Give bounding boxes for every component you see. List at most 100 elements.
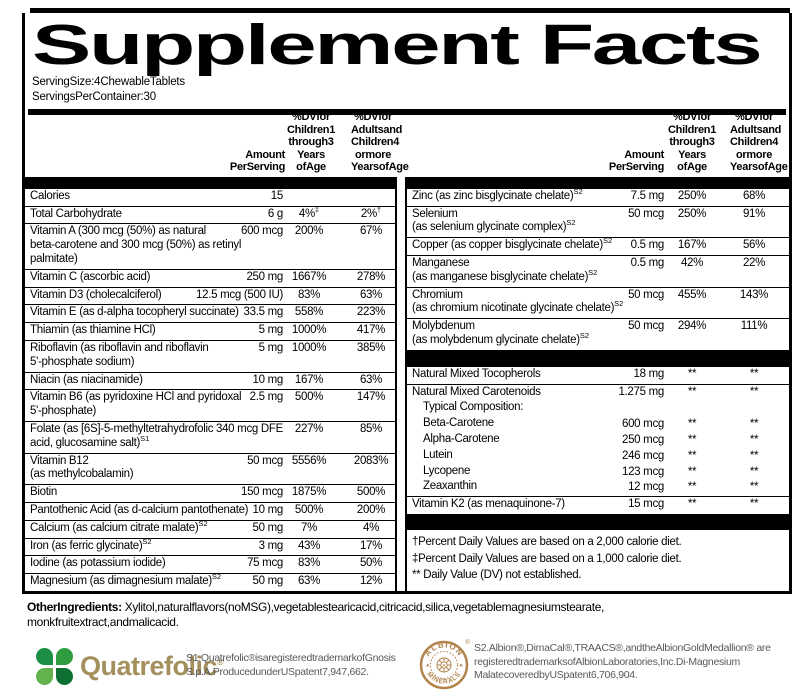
facts-table-left: Amount PerServing %DVfor Children1 through3… [25,111,409,591]
dv-children-cell: 250% [677,207,707,220]
nutrient-name: Pantothenic Acid (as d-calcium pantothen… [30,504,249,517]
nutrient-name: Chromium (as chromium nicotinate glycinat… [412,288,624,315]
dv-adults-cell: 143% [739,288,769,301]
amount-cell: 10 mg [252,504,284,517]
dv-adults-cell: 12% [359,575,383,588]
table-row: Vitamin B12 (as methylcobalamin) 50 mcg 555… [25,452,395,485]
nutrient-name: Riboflavin (as riboflavin and riboflavin… [30,342,209,368]
dv-children-cell: 227% [294,423,324,436]
clover-leaf [56,668,73,685]
nutrient-rows: Calories 15 Total Carbohydrate 6 g 4%‡ 2%† Vit… [25,187,395,591]
dv-adults-cell: ** [749,418,759,431]
nutrient-name: Zinc (as zinc bisglycinate chelate)S2 [412,187,583,202]
amount-cell: 246 mcg [621,449,664,462]
dv-adults-cell: 223% [356,306,386,319]
amount-cell: 0.5 mg [630,239,665,252]
clover-leaf [56,648,73,665]
nutrient-name: Vitamin B6 (as pyridoxine HCl and pyrido… [30,391,242,418]
dv-children-cell: 7% [300,521,318,534]
amount-per-serving-header: Amount PerServing [229,148,285,174]
quatrefolic-trademark-note: S1.Quatrefolic®isaregisteredtrademarkofG… [186,652,396,678]
dv-adults-header: %DVfor Adultsand Children4 ormore YearsofAge [351,111,409,174]
dv-children-cell: ** [687,418,697,431]
table-row: Vitamin A (300 mcg (50%) as natural beta-… [25,223,395,268]
nutrient-name: Selenium (as selenium glycinate complex)S… [412,207,576,234]
dv-children-cell: 43% [297,539,321,552]
dv-children-cell: ** [687,498,697,511]
dv-children-cell: 42% [680,257,704,270]
amount-cell: 75 mcg [247,557,283,570]
nutrient-name: Folate (as [6S]-5-methyltetrahydrofolic a… [30,423,214,449]
amount-cell: 250 mcg [621,434,664,447]
column-headers: Amount PerServing %DVfor Children1 through3… [25,111,409,177]
table-row: Vitamin B6 (as pyridoxine HCl and pyrido… [25,389,395,421]
table-row: Selenium (as selenium glycinate complex)S… [407,205,789,238]
section-divider-bar [407,514,789,531]
registered-mark: ® [217,657,224,667]
dv-adults-cell: 111% [740,320,768,333]
dv-adults-cell: 417% [356,324,386,337]
albion-minerals-logo: ALBION MINERALS A ✦ ✦ ® [419,636,473,695]
amount-cell: 5 mg [258,342,284,355]
dv-adults-cell: 22% [742,257,766,270]
albion-arc-top-text: ALBION [423,640,464,658]
dv-adults-cell: 385% [356,342,386,355]
nutrient-name: Natural Mixed Tocopherols [412,367,541,380]
table-row: Biotin 150 mcg 1875% 500% [25,484,395,502]
dv-children-cell: 558% [294,306,324,319]
dv-adults-cell: 147% [356,391,386,404]
table-row: Vitamin D3 (cholecalciferol) 12.5 mcg (50… [25,286,395,305]
nutrient-name: Beta-Carotene [423,417,494,430]
table-row: Copper (as copper bisglycinate chelate)S… [407,237,789,255]
dv-children-cell: 1000% [291,324,327,337]
table-row: Magnesium (as dimagnesium malate)S2 50 mg… [25,573,395,591]
table-row: Pantothenic Acid (as d-calcium pantothen… [25,502,395,520]
dv-adults-cell: 67% [359,225,383,238]
dv-adults-cell: 2083% [353,454,389,467]
dv-children-cell: 83% [297,288,321,301]
other-ingredients: OtherIngredients: Xylitol,naturalflavors… [27,600,783,629]
albion-star-left: ✦ [425,663,430,670]
dv-children-cell: 167% [677,239,707,252]
table-row: Total Carbohydrate 6 g 4%‡ 2%† [25,206,395,224]
albion-star-right: ✦ [459,663,464,670]
amount-cell: 7.5 mg [630,189,665,202]
dv-adults-cell: ** [749,367,759,380]
dv-children-header: %DVfor Children1 through3 Years ofAge [668,111,717,174]
table-row: Beta-Carotene 600 mcg ** ** [407,417,789,433]
amount-cell: 50 mg [252,575,284,588]
table-row: Typical Composition: [407,401,789,417]
source-footnote-marker: S2 [211,572,222,582]
albion-medallion-icon: ALBION MINERALS A ✦ ✦ ® [419,638,470,690]
nutrient-name: Calories [30,189,70,202]
nutrient-name: Vitamin K2 (as menaquinone-7) [412,498,565,511]
table-row: Lycopene 123 mcg ** ** [407,465,789,481]
source-footnote-marker: S1 [140,434,150,443]
dv-children-cell: 5556% [291,454,327,467]
amount-cell: 12.5 mcg (500 IU) [196,288,283,301]
nutrient-name: Biotin [30,486,57,499]
table-row: Thiamin (as thiamine HCl) 5 mg 1000% 417% [25,322,395,340]
amount-cell: 50 mcg [247,454,283,467]
source-footnote-marker: S2 [142,536,152,546]
dv-children-cell: 1000% [291,342,327,355]
amount-cell: 18 mg [633,367,665,380]
dv-adults-cell: 68% [742,189,766,202]
servings-per-container: ServingsPerContainer:30 [32,91,156,103]
table-row: Zeaxanthin 12 mcg ** ** [407,480,789,496]
amount-cell: 0.5 mg [630,257,665,270]
albion-trademark-note: S2.Albion®,DimaCal®,TRAACS®,andtheAlbion… [474,642,771,681]
table-row: Molybdenum (as molybdenum glycinate chela… [407,318,789,350]
other-ingredients-text: Xylitol,naturalflavors(noMSG),vegetables… [27,600,605,629]
amount-cell: 15 mcg [628,498,664,511]
serving-size: ServingSize:4ChewableTablets [32,76,185,88]
nutrient-name: Thiamin (as thiamine HCl) [30,324,156,337]
registered-mark: ® [465,638,470,646]
nutrient-name: Iron (as ferric glycinate)S2 [30,536,152,552]
nutrient-name: Manganese (as manganese bisglycinate chel… [412,257,598,283]
amount-cell: 15 [270,189,284,202]
table-row: Vitamin C (ascorbic acid) 250 mg 1667% 278% [25,268,395,287]
dv-adults-cell: ** [749,449,759,462]
quatrefolic-wordmark-text: Quatrefolic [80,651,218,681]
dv-children-cell: 455% [677,288,707,301]
